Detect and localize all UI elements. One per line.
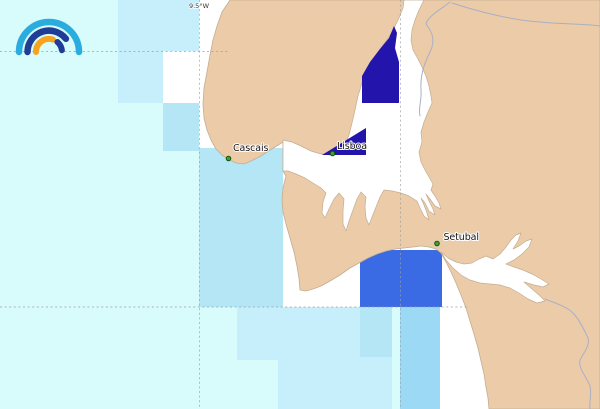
coverage-cell-t1[interactable] — [118, 0, 199, 51]
coverage-cell-tejo-upper[interactable] — [362, 26, 399, 103]
coverage-cell-lisboa-cell[interactable] — [322, 128, 366, 155]
navy-cells-layer — [322, 26, 399, 155]
tagus-estuary-water — [282, 0, 442, 232]
city-marker-lisboa[interactable] — [329, 150, 336, 157]
coverage-cell-r-col[interactable] — [400, 307, 440, 409]
river-line-northeast — [418, 1, 451, 117]
sado-estuary-water — [440, 232, 550, 304]
coverage-cell-b1[interactable] — [360, 250, 442, 307]
city-label-cascais: Cascais — [233, 143, 268, 154]
city-label-setubal: Setubal — [444, 232, 479, 243]
city-layer: Cascais Lisboa Setubal — [225, 140, 480, 247]
coverage-cells-layer — [118, 0, 442, 409]
city-marker-setubal[interactable] — [434, 240, 440, 247]
city-label-lisboa: Lisboa — [337, 141, 367, 152]
coverage-cell-s1[interactable] — [360, 307, 392, 357]
city-marker-cascais[interactable] — [225, 155, 232, 162]
brand-logo-icon — [15, 18, 83, 56]
coverage-cell-gap[interactable] — [163, 51, 199, 103]
meridian-label: 9.5°W — [189, 2, 210, 10]
river-line-bottomright — [544, 298, 592, 409]
land-landmass — [202, 0, 600, 409]
coverage-cell-c-col[interactable] — [199, 148, 283, 307]
river-line-topright — [451, 2, 600, 27]
coverage-cell-l2[interactable] — [118, 51, 164, 103]
coverage-cell-m1[interactable] — [163, 103, 199, 151]
